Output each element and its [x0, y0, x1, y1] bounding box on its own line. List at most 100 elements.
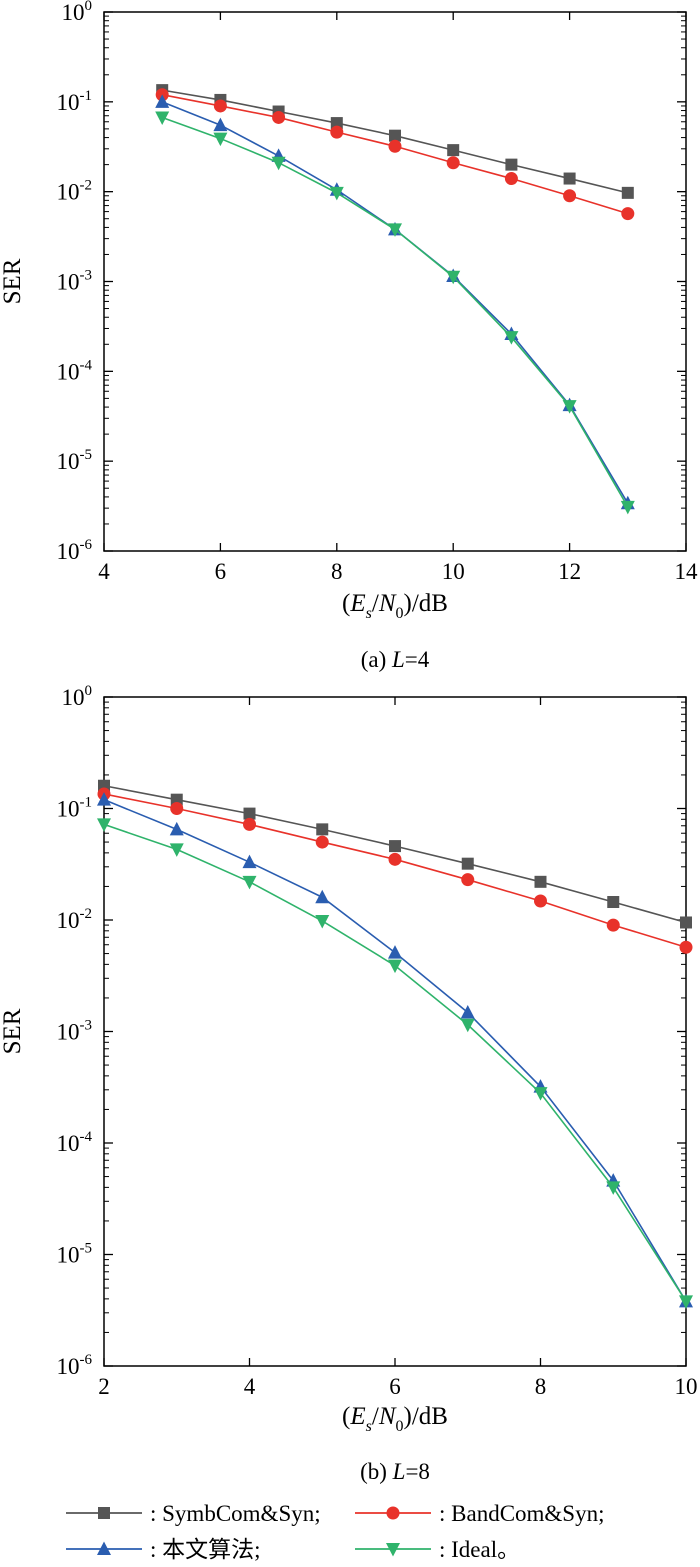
data-point-band: [243, 817, 256, 831]
chart-panel-a: 4 6 8 10 12 14 10-6 10-5 10-4 10-3 10-2 10-1 100 SER (…: [0, 0, 698, 672]
plot-frame: [103, 11, 687, 552]
data-point-ideal: [562, 400, 577, 414]
data-point-symb: [621, 186, 634, 199]
y-tick-label: 100: [62, 683, 93, 710]
data-point-band: [170, 802, 184, 815]
data-point-ideal: [271, 156, 286, 171]
series-line-band: [162, 93, 629, 215]
y-tick-label: 10-6: [57, 1352, 93, 1379]
y-tick-label: 10-1: [57, 88, 93, 115]
data-point-band: [461, 873, 475, 887]
x-tick-label: 6: [389, 1374, 401, 1399]
x-tick-label: 4: [98, 559, 110, 584]
data-point-prop: [388, 945, 402, 959]
y-tick-label: 10-4: [57, 357, 93, 384]
data-point-prop: [315, 889, 330, 904]
data-point-band: [504, 172, 518, 186]
series-line-prop: [161, 101, 629, 504]
data-point-ideal: [606, 1181, 621, 1195]
y-tick-label: 100: [62, 0, 93, 25]
x-tick-label: 6: [215, 559, 227, 584]
legend-label-ideal: : Ideal。: [439, 1537, 520, 1562]
series-line-ideal: [103, 823, 687, 1302]
data-point-band: [563, 189, 577, 203]
y-tick-label: 10-5: [57, 1241, 93, 1268]
data-point-band: [534, 894, 547, 908]
data-point-prop: [97, 792, 111, 806]
data-point-band: [213, 99, 227, 113]
data-point-ideal: [315, 914, 330, 929]
data-point-symb: [534, 875, 547, 888]
data-point-ideal: [679, 1295, 693, 1309]
data-point-ideal: [620, 500, 635, 515]
data-point-symb: [680, 916, 692, 929]
y-tick-label: 10-6: [57, 537, 93, 564]
data-point-symb: [316, 823, 329, 836]
series-line-band: [103, 793, 687, 948]
y-tick-label: 10-4: [57, 1129, 93, 1156]
data-point-ideal: [97, 818, 111, 832]
chart-caption: (a) L=4: [361, 647, 430, 672]
data-point-ideal: [460, 1018, 475, 1033]
y-axis-label: SER: [0, 258, 26, 304]
data-point-symb: [389, 129, 401, 142]
data-point-band: [315, 835, 329, 849]
series-line-prop: [103, 798, 687, 1302]
data-point-ideal: [388, 223, 402, 237]
data-point-ideal: [533, 1087, 548, 1101]
data-point-prop: [213, 117, 228, 132]
data-point-ideal: [329, 186, 344, 201]
legend-label-prop: : 本文算法;: [150, 1537, 261, 1562]
data-point-symb: [505, 158, 518, 171]
x-tick-label: 12: [558, 559, 581, 584]
y-tick-label: 10-3: [57, 268, 93, 295]
data-point-symb: [389, 840, 401, 853]
data-point-band: [679, 940, 693, 954]
y-tick-label: 10-2: [57, 906, 93, 933]
x-tick-label: 14: [675, 559, 699, 584]
data-point-prop: [242, 854, 257, 869]
data-point-band: [272, 110, 286, 124]
y-tick-label: 10-2: [57, 178, 93, 205]
data-point-symb: [170, 793, 183, 806]
data-point-band: [388, 852, 402, 866]
y-tick-label: 10-3: [57, 1018, 93, 1045]
legend-marker-symb: [98, 1507, 110, 1519]
legend: : SymbCom&Syn; : BandCom&Syn; : 本文算法; : Ide…: [66, 1501, 605, 1562]
x-tick-label: 10: [675, 1374, 698, 1399]
data-point-ideal: [446, 270, 461, 285]
data-point-symb: [243, 807, 256, 820]
legend-label-band: : BandCom&Syn;: [439, 1501, 605, 1526]
data-point-ideal: [504, 331, 519, 345]
data-point-ideal: [388, 959, 402, 974]
legend-marker-ideal: [386, 1543, 400, 1557]
data-point-ideal: [242, 875, 257, 890]
x-tick-label: 10: [442, 559, 465, 584]
data-point-ideal: [169, 843, 184, 857]
data-point-band: [606, 918, 620, 932]
legend-marker-prop: [97, 1541, 111, 1555]
data-point-ideal: [155, 111, 170, 125]
data-point-prop: [460, 1005, 475, 1019]
plot-frame: [103, 696, 687, 1367]
data-point-symb: [461, 857, 474, 870]
y-axis-label: SER: [0, 1008, 26, 1054]
data-point-symb: [447, 144, 460, 157]
data-point-band: [446, 156, 460, 170]
data-point-symb: [330, 117, 343, 130]
y-tick-label: 10-5: [57, 447, 93, 474]
chart-caption: (b) L=8: [360, 1459, 430, 1484]
y-tick-label: 10-1: [57, 795, 93, 822]
data-point-symb: [607, 896, 620, 909]
x-tick-label: 8: [331, 559, 343, 584]
data-point-band: [388, 139, 402, 153]
legend-label-symb: : SymbCom&Syn;: [150, 1501, 321, 1526]
x-tick-label: 8: [535, 1374, 547, 1399]
data-point-band: [330, 125, 344, 139]
data-point-band: [621, 207, 635, 221]
data-point-ideal: [213, 132, 228, 147]
chart-panel-b: 2 4 6 8 10 10-6 10-5 10-4 10-3 10-2 10-1 100 SER (Es/…: [0, 683, 698, 1484]
legend-marker-band: [386, 1506, 400, 1520]
x-axis-label: (Es/N0)/dB: [342, 590, 448, 622]
